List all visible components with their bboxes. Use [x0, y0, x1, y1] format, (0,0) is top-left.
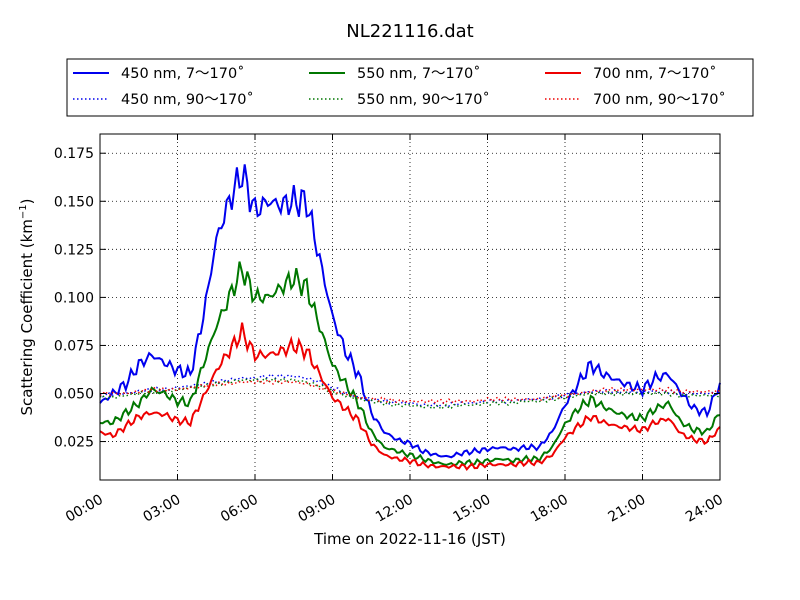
series-line-2 [99, 261, 721, 467]
x-tick-label: 18:00 [528, 492, 571, 526]
x-axis-label: Time on 2022-11-16 (JST) [313, 530, 506, 548]
y-tick-label: 0.150 [54, 194, 94, 210]
series-line-4 [99, 322, 721, 471]
x-tick-label: 21:00 [606, 492, 649, 526]
y-axis-label-sup: −1 [18, 204, 29, 219]
x-tick-label: 09:00 [296, 492, 339, 526]
series-line-0 [99, 164, 721, 459]
legend-label-3: 550 nm, 90～170˚ [357, 91, 490, 108]
x-tick-label: 15:00 [451, 492, 494, 526]
y-tick-label: 0.125 [54, 242, 94, 258]
x-tick-label: 12:00 [373, 492, 416, 526]
x-tick-label: 06:00 [218, 492, 261, 526]
chart-title: NL221116.dat [346, 21, 473, 42]
legend-label-1: 450 nm, 90～170˚ [121, 91, 254, 108]
legend-label-2: 550 nm, 7～170˚ [357, 65, 480, 82]
y-axis-label: Scattering Coefficient (km−1) [18, 198, 36, 415]
y-tick-label: 0.175 [54, 146, 94, 162]
legend-label-0: 450 nm, 7～170˚ [121, 65, 244, 82]
y-tick-label: 0.075 [54, 338, 94, 354]
series-line-3 [99, 376, 721, 411]
y-tick-label: 0.050 [54, 387, 94, 403]
series-line-5 [99, 378, 721, 405]
y-axis-label-close: ) [18, 198, 36, 204]
y-axis-label-main: Scattering Coefficient (km [18, 219, 36, 415]
y-tick-label: 0.025 [54, 435, 94, 451]
legend-label-4: 700 nm, 7～170˚ [593, 65, 716, 82]
x-tick-label: 24:00 [683, 492, 726, 526]
series-lines [99, 164, 721, 471]
ticks: 0.025 0.050 0.075 0.100 0.125 0.150 0.175 00:00… [54, 134, 726, 526]
legend-box [66, 58, 754, 117]
legend: 450 nm, 7～170˚ 450 nm, 90～170˚ 550 nm, 7～1… [66, 58, 754, 117]
x-tick-label: 00:00 [63, 492, 106, 526]
y-tick-label: 0.100 [54, 290, 94, 306]
x-tick-label: 03:00 [141, 492, 184, 526]
legend-label-5: 700 nm, 90～170˚ [593, 91, 726, 108]
